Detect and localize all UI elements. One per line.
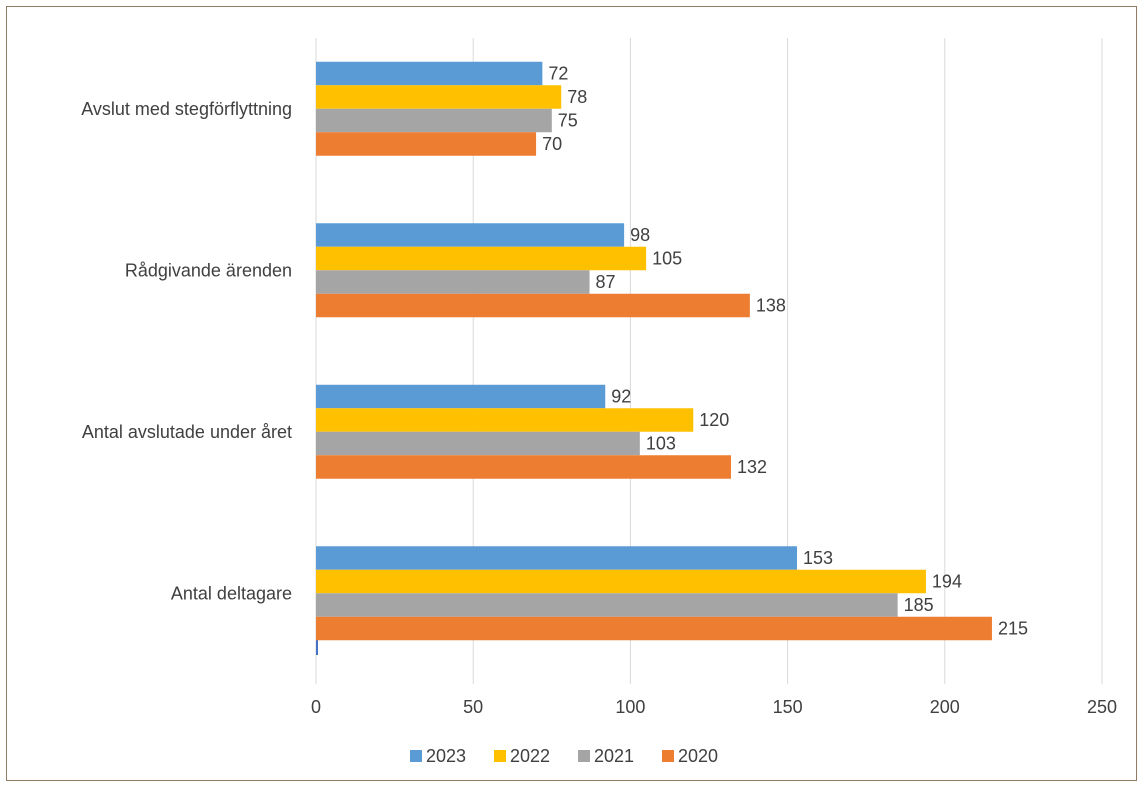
x-axis-tick-labels: 0 50 100 150 200 250 — [311, 697, 1117, 717]
x-tick-label: 200 — [930, 697, 960, 717]
bar-2023 — [316, 61, 543, 86]
bar-2021 — [316, 270, 590, 294]
bar-2021 — [316, 593, 898, 617]
bar-2020 — [316, 293, 750, 318]
category-label: Antal deltagare — [171, 583, 292, 603]
x-tick-label: 250 — [1087, 697, 1117, 717]
legend-swatch-2022 — [494, 750, 506, 762]
category-label: Avslut med stegförflyttning — [81, 99, 292, 119]
bar-2022 — [316, 246, 647, 271]
x-tick-label: 150 — [773, 697, 803, 717]
data-label: 132 — [737, 457, 767, 477]
bar-2020 — [316, 455, 732, 479]
category-label: Antal avslutade under året — [82, 422, 292, 442]
data-label: 92 — [611, 387, 631, 407]
data-label: 194 — [932, 572, 962, 592]
data-label: 138 — [756, 296, 786, 316]
category-label: Rådgivande ärenden — [125, 260, 292, 280]
data-label: 153 — [803, 548, 833, 568]
legend-swatch-2020 — [662, 750, 674, 762]
data-label: 103 — [646, 434, 676, 454]
legend-label-2020: 2020 — [678, 746, 718, 766]
data-label: 75 — [558, 111, 578, 131]
bars — [316, 61, 992, 641]
bar-2020 — [316, 132, 537, 156]
legend-label-2022: 2022 — [510, 746, 550, 766]
x-tick-label: 0 — [311, 697, 321, 717]
bar-2023 — [316, 384, 606, 409]
data-label: 70 — [542, 134, 562, 154]
bar-2022 — [316, 408, 694, 432]
data-label: 78 — [567, 87, 587, 107]
data-label: 72 — [548, 64, 568, 84]
category-labels: Antal deltagare Antal avslutade under åre… — [81, 99, 292, 604]
legend-swatch-2021 — [578, 750, 590, 762]
bar-2022 — [316, 85, 562, 109]
data-label: 98 — [630, 225, 650, 245]
bar-2020 — [316, 616, 992, 641]
data-label: 87 — [596, 272, 616, 292]
legend: 2023 2022 2021 2020 — [410, 746, 718, 766]
bar-2021 — [316, 108, 552, 133]
data-label: 215 — [998, 619, 1028, 639]
legend-label-2021: 2021 — [594, 746, 634, 766]
data-label: 120 — [699, 410, 729, 430]
bar-2021 — [316, 431, 640, 456]
data-label: 105 — [652, 249, 682, 269]
bar-2023 — [316, 546, 798, 570]
x-tick-label: 50 — [463, 697, 483, 717]
data-label: 185 — [904, 595, 934, 615]
bar-2023 — [316, 223, 625, 247]
x-tick-label: 100 — [615, 697, 645, 717]
bar-2022 — [316, 569, 926, 594]
legend-swatch-2023 — [410, 750, 422, 762]
legend-label-2023: 2023 — [426, 746, 466, 766]
